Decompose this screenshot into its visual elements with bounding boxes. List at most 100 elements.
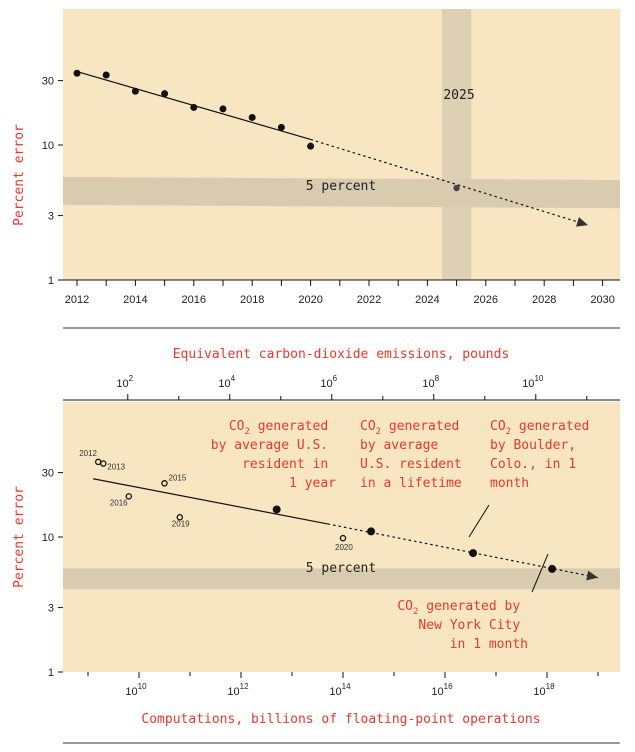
data-point-label-2013: 2013 bbox=[107, 463, 125, 472]
chart-2: Equivalent carbon-dioxide emissions, pou… bbox=[12, 347, 620, 744]
top-tick-label-4-base: 10 bbox=[218, 378, 230, 390]
y2-tick-label-10: 10 bbox=[42, 532, 54, 544]
top-tick-label-10-base: 10 bbox=[522, 378, 534, 390]
annotation-us-year-line-4: 1 year bbox=[289, 476, 336, 491]
data-point-2015 bbox=[161, 90, 169, 98]
chart-2-markers bbox=[272, 505, 557, 573]
chart-1-y-label: Percent error bbox=[12, 124, 27, 226]
chart-1-plot-area bbox=[63, 9, 620, 280]
x-tick-label-2026: 2026 bbox=[474, 294, 498, 306]
chart-2-points: 2012 2013 2015 2016 2019 2020 bbox=[79, 449, 353, 552]
annotation-us-lifetime-line-1: generated bbox=[381, 419, 459, 434]
band-label-2: 5 percent bbox=[306, 561, 376, 576]
data-point-label-2020: 2020 bbox=[335, 543, 353, 552]
trend-line-2-solid bbox=[92, 478, 328, 525]
top-axis-label: Equivalent carbon-dioxide emissions, pou… bbox=[173, 347, 510, 362]
x2-tick-label-10-base: 10 bbox=[125, 686, 137, 698]
marker-boulder bbox=[469, 549, 478, 558]
top-tick-label-6-exponent: 6 bbox=[333, 374, 338, 383]
x2-tick-label-16: 1016 bbox=[431, 682, 453, 698]
data-point-2016 bbox=[190, 103, 198, 111]
data-point-2013 bbox=[102, 71, 110, 79]
annotation-us-lifetime: CO2 generated by average U.S. resident i… bbox=[360, 419, 470, 491]
data-point-2012 bbox=[73, 69, 81, 77]
top-tick-label-6-base: 10 bbox=[320, 378, 332, 390]
marker-us-year bbox=[272, 505, 281, 514]
x2-tick-label-18-exponent: 18 bbox=[546, 682, 555, 691]
year-2025-band bbox=[442, 9, 472, 280]
data-point-2019 bbox=[176, 514, 184, 521]
data-point-2015 bbox=[161, 480, 168, 487]
x-tick-label-2020: 2020 bbox=[298, 294, 322, 306]
annotation-boulder-line-4: month bbox=[490, 476, 529, 491]
chart-1-x-axis: 2012 2014 2016 2018 2020 2022 2024 2026 2028 2030 bbox=[63, 279, 620, 306]
annotation-boulder-line-3: Colo., in 1 bbox=[490, 457, 576, 472]
annotation-boulder-line-1: generated bbox=[511, 419, 589, 434]
x2-tick-label-14-base: 10 bbox=[329, 686, 341, 698]
x2-tick-label-16-exponent: 16 bbox=[444, 682, 453, 691]
x-tick-label-2016: 2016 bbox=[182, 294, 206, 306]
top-tick-label-8-base: 10 bbox=[422, 378, 434, 390]
x-tick-label-2030: 2030 bbox=[590, 294, 614, 306]
annotation-us-lifetime-line-4: in a lifetime bbox=[360, 476, 462, 491]
five-percent-band-1 bbox=[63, 176, 620, 209]
y2-tick-label-1: 1 bbox=[48, 667, 54, 679]
nyc-leader-line bbox=[531, 553, 549, 593]
x2-tick-label-18-base: 10 bbox=[533, 686, 545, 698]
annotation-us-lifetime-line-2: by average bbox=[360, 438, 438, 453]
chart-1-y-axis: 1 3 10 30 bbox=[42, 76, 63, 287]
annotation-nyc-line-2: New York City bbox=[418, 618, 520, 633]
annotation-boulder-co: CO bbox=[490, 419, 506, 434]
data-point-2018 bbox=[248, 113, 256, 121]
y-tick-label-30: 30 bbox=[42, 76, 54, 88]
annotation-us-year-line-3: resident in bbox=[242, 457, 328, 472]
annotation-us-year: CO2 generated by average U.S. resident i… bbox=[211, 419, 336, 491]
x-tick-label-2014: 2014 bbox=[123, 294, 147, 306]
x2-tick-label-14: 1014 bbox=[329, 682, 351, 698]
data-point-2020 bbox=[307, 142, 315, 150]
y2-tick-label-3: 3 bbox=[48, 603, 54, 615]
trend-arrowhead bbox=[576, 217, 588, 227]
chart-2-top-axis: 102 104 106 108 1010 bbox=[63, 374, 620, 401]
data-point-2019 bbox=[277, 123, 285, 131]
trend-2-arrowhead bbox=[586, 570, 598, 581]
annotation-us-lifetime-sub: 2 bbox=[376, 427, 381, 437]
top-tick-label-2-base: 10 bbox=[116, 378, 128, 390]
x2-tick-label-10: 1010 bbox=[125, 682, 147, 698]
marker-nyc bbox=[548, 564, 557, 573]
data-point-2014 bbox=[131, 87, 139, 95]
top-tick-label-8: 108 bbox=[422, 374, 439, 390]
data-point-label-2019: 2019 bbox=[172, 519, 190, 528]
x2-tick-label-18: 1018 bbox=[533, 682, 555, 698]
chart-2-y-label: Percent error bbox=[12, 486, 27, 588]
annotation-nyc-co: CO bbox=[397, 599, 413, 614]
data-point-label-2012: 2012 bbox=[79, 449, 97, 458]
boulder-leader-line bbox=[468, 504, 490, 538]
data-point-2025 bbox=[453, 184, 460, 192]
trend-line-dashed bbox=[310, 138, 589, 226]
annotation-us-year-co: CO bbox=[229, 419, 245, 434]
annotation-nyc-sub: 2 bbox=[413, 607, 418, 617]
x2-tick-label-12: 1012 bbox=[227, 682, 249, 698]
x2-tick-label-10-exponent: 10 bbox=[138, 682, 147, 691]
top-tick-label-8-exponent: 8 bbox=[435, 374, 440, 383]
x2-tick-label-14-exponent: 14 bbox=[342, 682, 351, 691]
data-point-label-2016: 2016 bbox=[110, 498, 128, 507]
data-point-2020 bbox=[339, 534, 347, 542]
x2-tick-label-12-exponent: 12 bbox=[240, 682, 249, 691]
x-tick-label-2024: 2024 bbox=[415, 294, 439, 306]
marker-us-lifetime bbox=[367, 527, 376, 536]
y-tick-label-1: 1 bbox=[48, 275, 54, 287]
top-tick-label-2-exponent: 2 bbox=[129, 374, 134, 383]
annotation-us-lifetime-line-3: U.S. resident bbox=[360, 457, 462, 472]
band-label-1: 5 percent bbox=[306, 179, 376, 194]
data-point-2017 bbox=[219, 105, 227, 113]
annotation-us-lifetime-co: CO bbox=[360, 419, 376, 434]
data-point-2016 bbox=[125, 493, 133, 500]
top-tick-label-4: 104 bbox=[218, 374, 235, 390]
data-point-label-2015: 2015 bbox=[169, 473, 187, 482]
annotation-boulder-sub: 2 bbox=[506, 427, 511, 437]
x-tick-label-2022: 2022 bbox=[357, 294, 381, 306]
